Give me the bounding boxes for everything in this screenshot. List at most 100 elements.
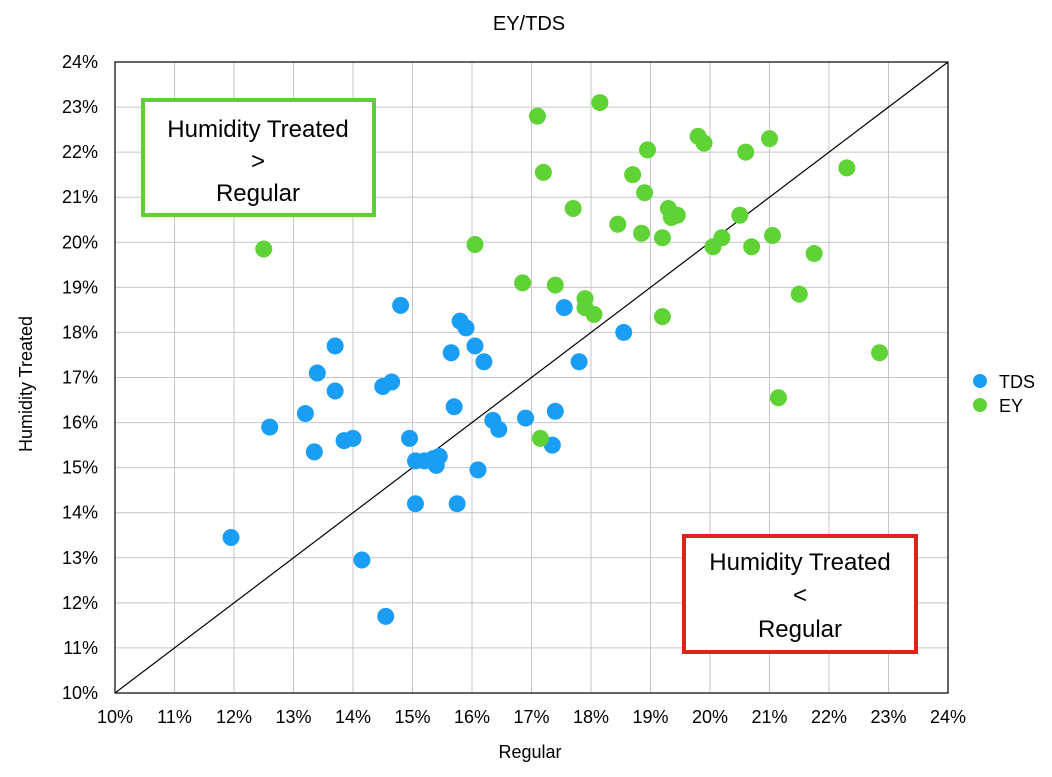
- x-tick-labels: 10% 11% 12% 13% 14% 15% 16% 17% 18% 19% 20% 21% 22% 2…: [97, 707, 966, 727]
- y-tick-label: 15%: [62, 458, 98, 478]
- point-ey: [564, 199, 582, 217]
- x-tick-label: 20%: [692, 707, 728, 727]
- point-tds: [392, 296, 410, 314]
- annotation-below-box: [682, 534, 918, 654]
- point-ey: [653, 229, 671, 247]
- x-tick-label: 19%: [632, 707, 668, 727]
- y-tick-label: 11%: [63, 638, 98, 658]
- point-ey: [871, 344, 889, 362]
- y-tick-labels: 10% 11% 12% 13% 14% 15% 16% 17% 18% 19% 20% 21% 22% 2…: [62, 52, 98, 703]
- point-ey: [653, 308, 671, 326]
- annotation-above-line-3: Regular: [216, 180, 300, 207]
- y-axis-label: Humidity Treated: [16, 316, 36, 452]
- point-ey: [546, 276, 564, 294]
- series-tds: [222, 296, 633, 625]
- point-tds: [546, 402, 564, 420]
- point-tds: [442, 344, 460, 362]
- point-tds: [305, 443, 323, 461]
- x-tick-label: 15%: [394, 707, 430, 727]
- y-tick-label: 13%: [62, 548, 98, 568]
- point-ey: [743, 238, 761, 256]
- annotation-below: Humidity Treated < Regular: [682, 534, 918, 654]
- plot-frame: [114, 61, 949, 694]
- point-ey: [633, 224, 651, 242]
- y-tick-label: 14%: [62, 503, 98, 523]
- point-tds: [383, 373, 401, 391]
- point-ey: [514, 274, 532, 292]
- chart-title: EY/TDS: [493, 13, 565, 35]
- point-tds: [466, 337, 484, 355]
- point-ey: [531, 429, 549, 447]
- point-tds: [222, 529, 240, 547]
- x-tick-label: 18%: [573, 707, 609, 727]
- point-tds: [261, 418, 279, 436]
- x-tick-label: 23%: [870, 707, 906, 727]
- point-ey: [636, 184, 654, 202]
- y-tick-label: 16%: [62, 413, 98, 433]
- point-tds: [401, 429, 419, 447]
- point-tds: [445, 398, 463, 416]
- point-tds: [326, 382, 344, 400]
- data-points: [222, 94, 889, 625]
- point-tds: [308, 364, 326, 382]
- x-tick-label: 12%: [216, 707, 252, 727]
- point-ey: [255, 240, 273, 258]
- series-ey: [255, 94, 889, 447]
- annotation-above-box: [141, 98, 376, 217]
- x-tick-label: 17%: [513, 707, 549, 727]
- point-tds: [475, 353, 493, 371]
- point-tds: [457, 319, 475, 337]
- point-tds: [406, 495, 424, 513]
- legend-marker-ey: [973, 398, 987, 412]
- point-ey: [624, 166, 642, 184]
- annotation-below-line-3: Regular: [758, 616, 842, 643]
- point-ey: [737, 143, 755, 161]
- annotation-below-line-2: <: [793, 582, 807, 609]
- y-tick-label: 19%: [62, 277, 98, 297]
- point-ey: [534, 163, 552, 181]
- y-tick-label: 21%: [62, 187, 98, 207]
- point-tds: [430, 447, 448, 465]
- point-ey: [576, 290, 594, 308]
- point-ey: [790, 285, 808, 303]
- y-tick-label: 10%: [62, 683, 98, 703]
- point-ey: [585, 305, 603, 323]
- annotation-above: Humidity Treated > Regular: [141, 98, 376, 217]
- point-ey: [609, 215, 627, 233]
- point-ey: [639, 141, 657, 159]
- point-tds: [448, 495, 466, 513]
- point-ey: [528, 107, 546, 125]
- point-tds: [490, 420, 508, 438]
- point-ey: [591, 94, 609, 112]
- point-tds: [296, 405, 314, 423]
- y-tick-label: 20%: [62, 232, 98, 252]
- x-tick-label: 24%: [930, 707, 966, 727]
- y-tick-label: 22%: [62, 142, 98, 162]
- point-ey: [763, 227, 781, 245]
- legend-label-ey: EY: [999, 396, 1023, 416]
- y-tick-label: 24%: [62, 52, 98, 72]
- annotation-below-line-1: Humidity Treated: [709, 549, 890, 576]
- point-ey: [695, 134, 713, 152]
- legend-marker-tds: [973, 374, 987, 388]
- annotation-above-line-1: Humidity Treated: [167, 116, 348, 143]
- y-tick-label: 23%: [62, 97, 98, 117]
- annotation-above-line-2: >: [251, 148, 265, 175]
- x-axis-label: Regular: [498, 742, 561, 762]
- point-tds: [517, 409, 535, 427]
- point-tds: [615, 323, 633, 341]
- point-tds: [326, 337, 344, 355]
- point-ey: [761, 130, 778, 148]
- y-tick-label: 18%: [62, 322, 98, 342]
- point-tds: [377, 607, 395, 625]
- x-tick-label: 11%: [157, 707, 192, 727]
- legend-label-tds: TDS: [999, 372, 1035, 392]
- y-tick-label: 17%: [62, 368, 98, 388]
- x-tick-label: 14%: [335, 707, 371, 727]
- point-tds: [344, 429, 362, 447]
- point-ey: [805, 245, 823, 263]
- reference-line-y-equals-x: [114, 61, 949, 694]
- point-tds: [469, 461, 487, 479]
- point-ey: [769, 389, 787, 407]
